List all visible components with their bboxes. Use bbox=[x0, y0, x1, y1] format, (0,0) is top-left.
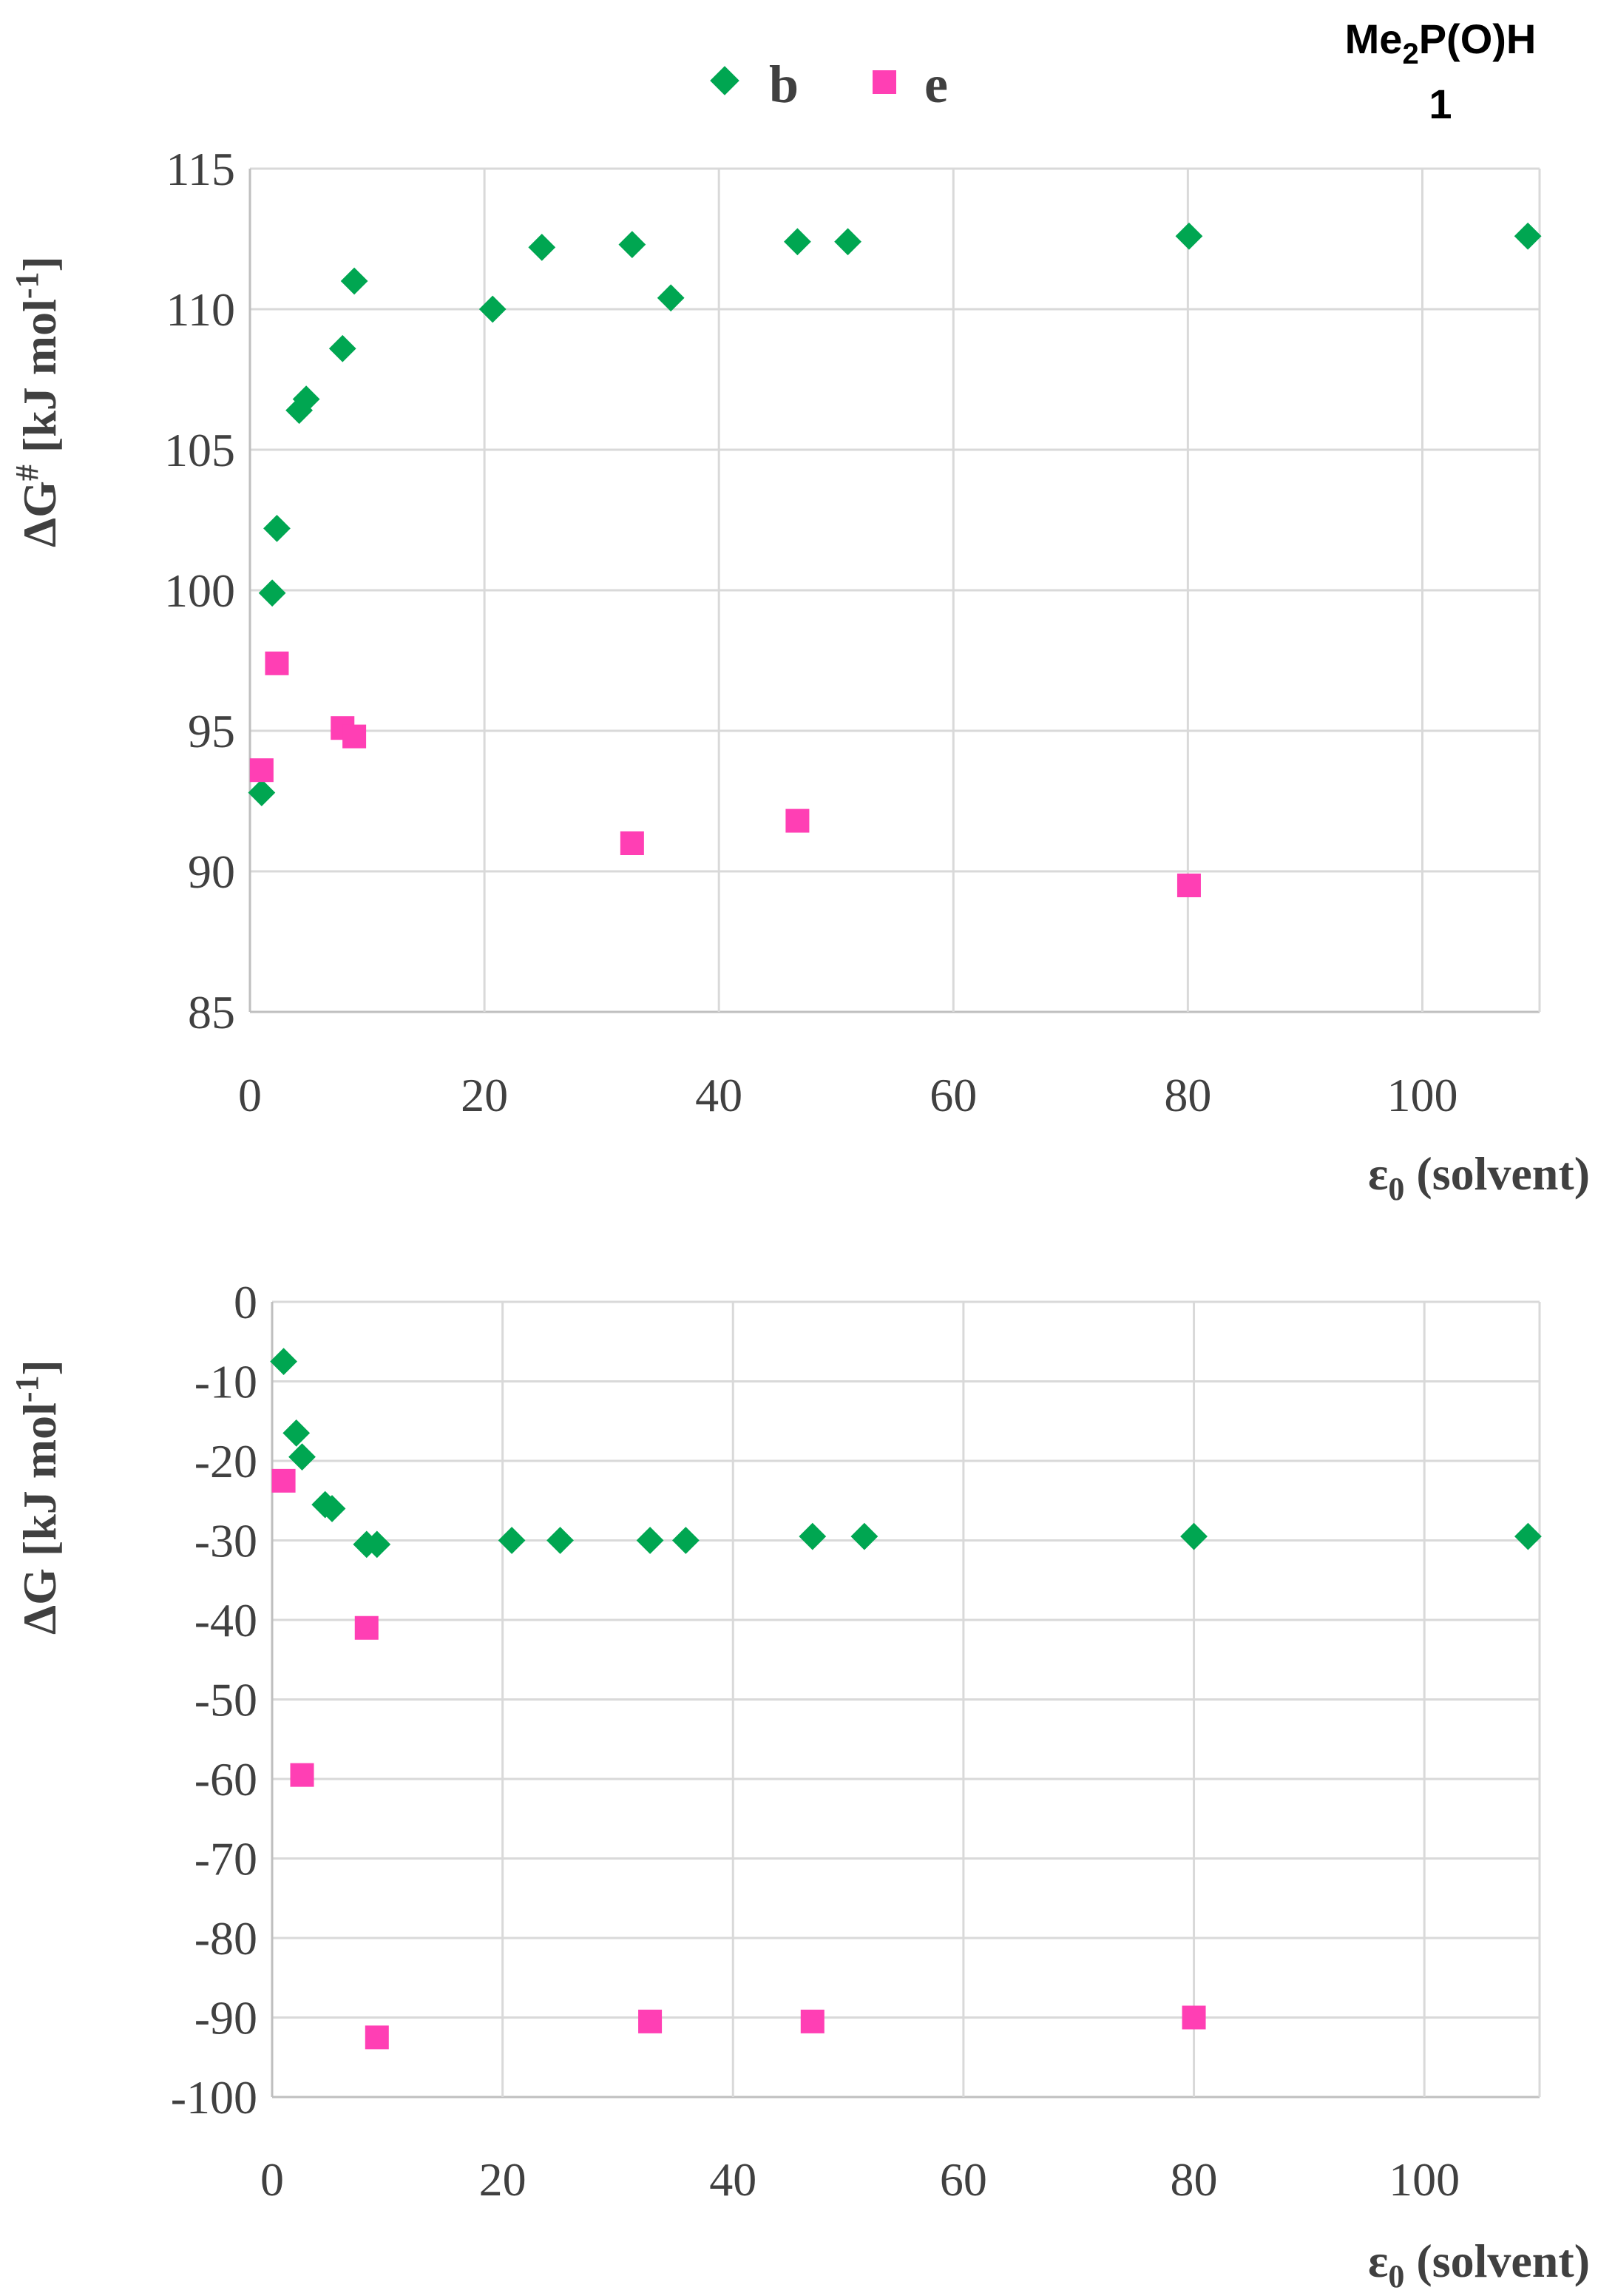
data-point-b bbox=[340, 267, 368, 295]
y-tick-label: -50 bbox=[194, 1674, 257, 1726]
x-tick-label: 60 bbox=[940, 2153, 987, 2206]
data-point-b bbox=[1175, 222, 1203, 250]
gridlines bbox=[271, 1300, 1541, 2099]
y-axis-title: ΔG [kJ mol-1] bbox=[9, 1360, 66, 1635]
data-point-b bbox=[1514, 1522, 1542, 1550]
x-tick-label: 20 bbox=[479, 2153, 527, 2206]
formula-rest: P(O)H bbox=[1419, 16, 1537, 62]
data-point-b bbox=[248, 779, 276, 806]
data-point-e bbox=[620, 831, 644, 855]
data-points bbox=[270, 1348, 1542, 2050]
y-tick-label: 85 bbox=[188, 986, 235, 1039]
data-point-e bbox=[800, 2009, 825, 2033]
y-tick-label: -10 bbox=[194, 1356, 257, 1408]
y-axis-title: ΔG# [kJ mol-1] bbox=[9, 256, 66, 547]
compound-label: Me2P(O)H 1 bbox=[1345, 16, 1537, 127]
data-point-e bbox=[290, 1763, 314, 1787]
y-tick-label: -100 bbox=[171, 2071, 257, 2124]
data-point-b bbox=[546, 1527, 574, 1554]
data-point-e bbox=[1176, 874, 1201, 897]
data-point-b bbox=[1514, 222, 1542, 250]
legend-label-e: e bbox=[924, 55, 948, 114]
data-point-b bbox=[288, 1443, 316, 1471]
data-point-b bbox=[328, 334, 356, 362]
data-point-b bbox=[258, 579, 286, 607]
x-tick-label: 100 bbox=[1387, 1069, 1457, 1121]
x-axis-title: ε0 (solvent) bbox=[1368, 2235, 1590, 2295]
data-point-e bbox=[365, 2025, 389, 2050]
y-tick-label: -20 bbox=[194, 1435, 257, 1488]
data-point-b bbox=[657, 284, 685, 312]
data-point-b bbox=[478, 295, 507, 323]
data-point-e bbox=[1182, 2005, 1206, 2030]
x-axis-title: ε0 (solvent) bbox=[1368, 1147, 1590, 1207]
y-tick-label: 0 bbox=[234, 1276, 257, 1328]
y-tick-label: 105 bbox=[164, 424, 235, 476]
data-point-b bbox=[292, 385, 320, 413]
data-point-b bbox=[672, 1527, 700, 1554]
y-tick-label: 115 bbox=[166, 143, 235, 195]
data-points bbox=[248, 222, 1542, 897]
y-tick-label: 90 bbox=[188, 845, 235, 898]
y-tick-label: 95 bbox=[188, 705, 235, 757]
x-tick-label: 40 bbox=[709, 2153, 756, 2206]
formula-subscript: 2 bbox=[1402, 38, 1418, 70]
x-tick-label: 80 bbox=[1164, 1069, 1211, 1121]
data-point-b bbox=[363, 1530, 391, 1559]
data-point-b bbox=[799, 1522, 827, 1550]
data-point-b bbox=[850, 1522, 878, 1550]
x-tick-label: 40 bbox=[695, 1069, 742, 1121]
y-tick-label: -70 bbox=[194, 1833, 257, 1885]
data-point-b bbox=[528, 234, 556, 261]
x-tick-label: 0 bbox=[260, 2153, 284, 2206]
data-point-b bbox=[498, 1527, 526, 1554]
y-tick-label: 110 bbox=[166, 283, 235, 336]
data-point-b bbox=[784, 228, 811, 256]
legend-marker-e bbox=[873, 70, 896, 94]
y-tick-label: 100 bbox=[164, 564, 235, 617]
x-tick-label: 0 bbox=[238, 1069, 262, 1121]
formula-main: Me bbox=[1345, 16, 1403, 62]
data-point-e bbox=[354, 1615, 379, 1640]
data-point-e bbox=[638, 2009, 663, 2033]
tick-labels: 85 90 95 100 105 110 115 0 20 40 60 80 100 bbox=[164, 143, 1457, 1121]
data-point-e bbox=[785, 808, 810, 833]
data-point-b bbox=[263, 515, 291, 542]
x-tick-label: 100 bbox=[1389, 2153, 1460, 2206]
chart-activation-energy: 85 90 95 100 105 110 115 0 20 40 60 80 100 ε0 (solve… bbox=[9, 143, 1590, 1207]
data-point-b bbox=[282, 1419, 311, 1447]
data-point-b bbox=[318, 1495, 346, 1522]
compound-number: 1 bbox=[1429, 81, 1452, 127]
y-tick-label: -30 bbox=[194, 1515, 257, 1567]
x-tick-label: 60 bbox=[930, 1069, 977, 1121]
data-point-b bbox=[834, 228, 861, 256]
y-tick-label: -90 bbox=[194, 1992, 257, 2045]
data-point-e bbox=[249, 758, 274, 783]
y-tick-label: -80 bbox=[194, 1912, 257, 1965]
legend-marker-b bbox=[710, 66, 739, 95]
data-point-e bbox=[271, 1468, 296, 1493]
data-point-b bbox=[270, 1348, 297, 1376]
data-point-e bbox=[342, 724, 367, 749]
data-point-b bbox=[618, 231, 646, 258]
y-tick-label: -40 bbox=[194, 1594, 257, 1647]
gridlines bbox=[248, 167, 1541, 1013]
legend-label-b: b bbox=[769, 55, 799, 114]
compound-formula: Me2P(O)H bbox=[1345, 16, 1537, 70]
x-tick-label: 80 bbox=[1171, 2153, 1218, 2206]
data-point-b bbox=[636, 1527, 664, 1554]
legend: b e bbox=[710, 55, 948, 114]
y-tick-label: -60 bbox=[194, 1753, 257, 1806]
data-point-e bbox=[265, 651, 289, 675]
x-tick-label: 20 bbox=[461, 1069, 508, 1121]
data-point-b bbox=[1180, 1522, 1208, 1550]
